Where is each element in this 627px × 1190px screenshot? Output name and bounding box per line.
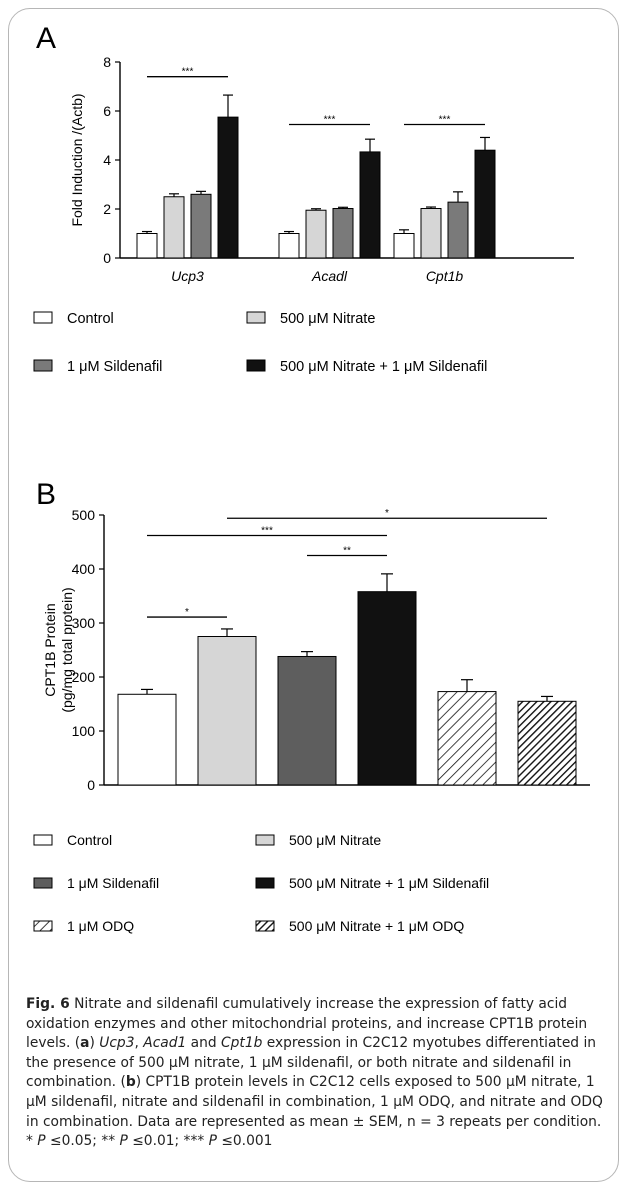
legend-label: 500 μM Nitrate + 1 μM Sildenafil	[289, 875, 489, 891]
figure-caption: Fig. 6 Nitrate and sildenafil cumulative…	[26, 995, 611, 1152]
chart-a: 0 2 4 6 8 Fold Induction /(Actb) Ucp3 *** Acadl *…	[33, 54, 574, 375]
caption-p: P	[119, 1133, 128, 1150]
significance-label: *	[385, 508, 389, 519]
y-tick-label: 8	[103, 54, 111, 70]
x-tick-label: Ucp3	[171, 268, 204, 284]
significance-label: ***	[324, 114, 336, 125]
legend-label: 500 μM Nitrate + 1 μM ODQ	[289, 918, 464, 934]
caption-gene: Ucp3	[99, 1035, 135, 1052]
legend-swatch	[33, 359, 53, 372]
legend-label: 1 μM Sildenafil	[67, 875, 159, 891]
y-tick-label: 200	[72, 669, 96, 685]
legend-swatch	[255, 834, 275, 846]
legend-swatch	[246, 359, 266, 372]
caption-text: ) CPT1B protein levels in C2C12 cells ex…	[26, 1074, 603, 1150]
bar	[357, 591, 417, 786]
caption-text: ,	[134, 1035, 144, 1052]
bar	[117, 693, 177, 786]
y-tick-label: 0	[87, 777, 95, 793]
legend-label: 1 μM Sildenafil	[67, 359, 162, 375]
caption-p: P	[37, 1133, 46, 1150]
legend-swatch	[33, 311, 53, 324]
legend-label: 500 μM Nitrate	[289, 832, 381, 848]
caption-gene: Cpt1b	[221, 1035, 263, 1052]
y-tick-label: 400	[72, 561, 96, 577]
caption-text: ≤0.01; ***	[127, 1133, 209, 1150]
bar	[277, 655, 337, 786]
y-tick-label: 4	[103, 152, 111, 168]
x-tick-label: Cpt1b	[426, 268, 464, 284]
figure-frame	[8, 8, 619, 1182]
y-axis-label-line-2: (pg/mg total protein)	[59, 587, 75, 712]
legend-swatch	[246, 311, 266, 324]
legend-label: 500 μM Nitrate	[280, 311, 375, 327]
y-tick-label: 500	[72, 507, 96, 523]
caption-p: P	[208, 1133, 217, 1150]
bar	[197, 636, 257, 786]
y-axis-label: CPT1B Protein	[42, 603, 58, 696]
significance-label: ***	[261, 526, 273, 537]
significance-label: *	[185, 607, 189, 618]
caption-text: ≤0.05; **	[45, 1133, 120, 1150]
panel-a-letter: A	[36, 22, 57, 55]
y-tick-label: 100	[72, 723, 96, 739]
y-axis-label: Fold Induction /(Actb)	[69, 93, 85, 226]
bar	[517, 700, 577, 786]
y-tick-label: 0	[103, 250, 111, 266]
legend-swatch	[33, 877, 53, 889]
caption-panel-ref-a: a	[80, 1035, 90, 1052]
caption-panel-ref-b: b	[125, 1074, 136, 1091]
y-tick-label: 2	[103, 201, 111, 217]
panel-b-letter: B	[36, 478, 57, 511]
significance-label: **	[343, 546, 351, 557]
legend-label: 500 μM Nitrate + 1 μM Sildenafil	[280, 359, 487, 375]
caption-fig-label: Fig. 6	[26, 996, 70, 1012]
significance-label: ***	[439, 114, 451, 125]
caption-text: expression in C2C12 myotubes differentia…	[26, 1035, 597, 1091]
significance-label: ***	[182, 67, 194, 78]
caption-text: ≤0.001	[216, 1133, 273, 1150]
legend-swatch	[33, 834, 53, 846]
caption-gene: Acad1	[143, 1035, 187, 1052]
caption-text: Nitrate and sildenafil cumulatively incr…	[26, 996, 588, 1052]
y-tick-label: 6	[103, 103, 111, 119]
chart-b: 0 100 200 300 400 500 CPT1B Protein (pg/mg tota…	[33, 507, 590, 934]
caption-text: and	[186, 1035, 222, 1052]
bar	[437, 691, 497, 786]
legend-label: Control	[67, 832, 112, 848]
y-tick-label: 300	[72, 615, 96, 631]
legend-swatch	[255, 877, 275, 889]
legend-label: Control	[67, 311, 114, 327]
legend-label: 1 μM ODQ	[67, 918, 134, 934]
caption-text: )	[89, 1035, 100, 1052]
x-tick-label: Acadl	[311, 268, 348, 284]
legend-swatch	[255, 920, 275, 932]
legend-swatch	[33, 920, 53, 932]
